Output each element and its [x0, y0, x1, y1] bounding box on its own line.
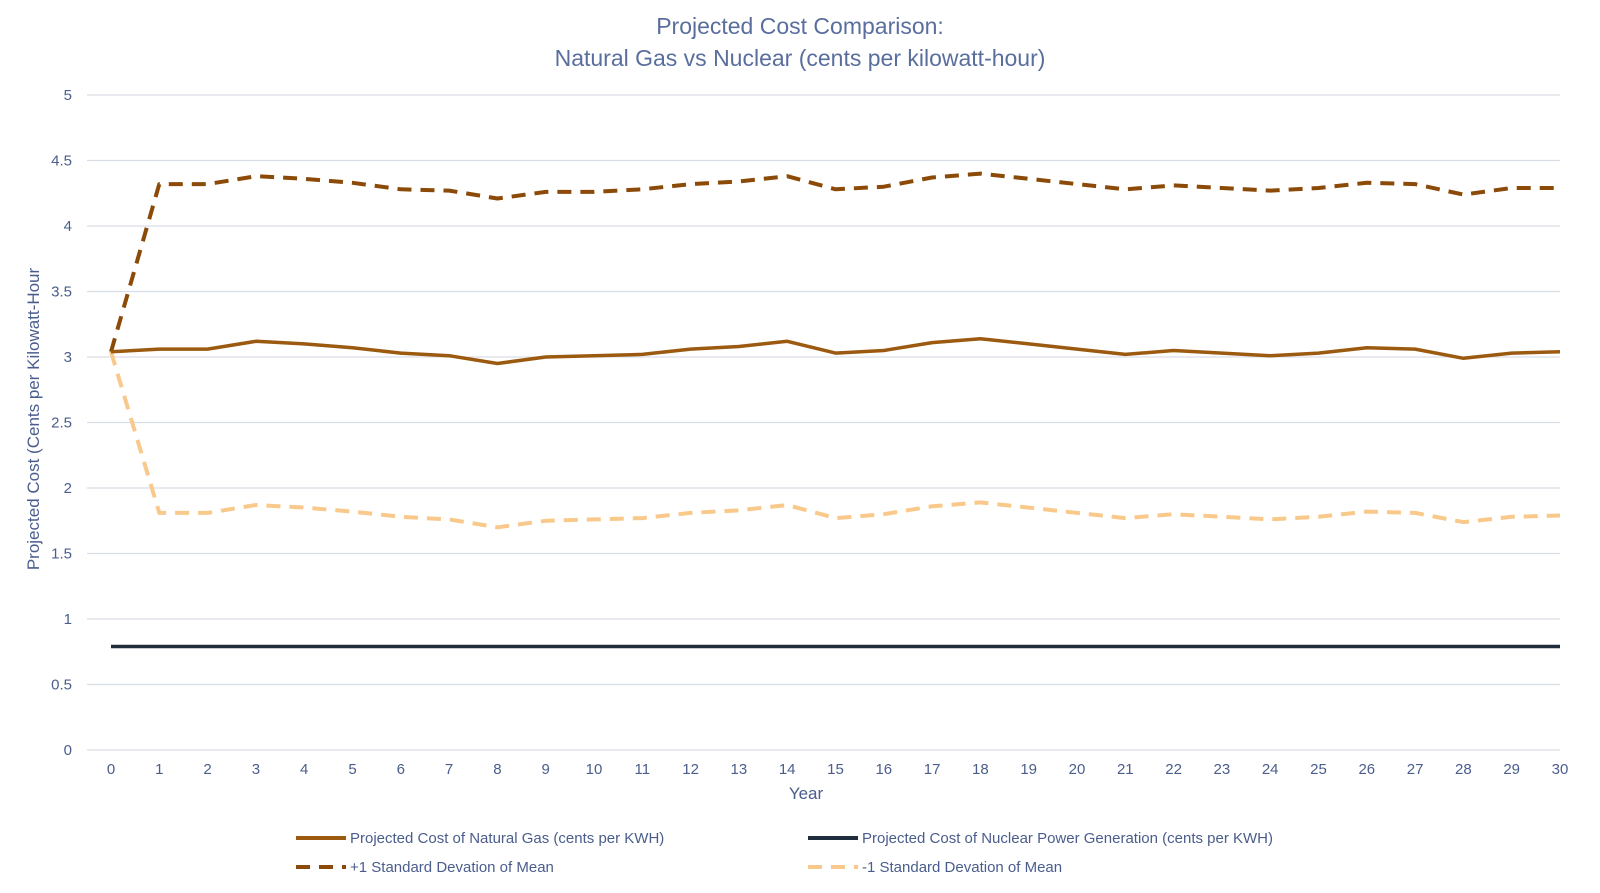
y-tick-label: 5 [64, 87, 72, 104]
x-tick-label: 30 [1552, 761, 1569, 778]
y-tick-label: 0.5 [51, 677, 72, 694]
gridlines [87, 94, 1560, 751]
y-tick-label: 2 [64, 480, 72, 497]
legend-label-1: Projected Cost of Nuclear Power Generati… [862, 830, 1273, 847]
x-axis-ticks: 0 1 2 3 4 5 6 7 8 9 10 11 12 13 14 15 16 17 18 19 20 21 22 23 24… [107, 761, 1569, 778]
x-tick-label: 15 [827, 761, 844, 778]
x-tick-label: 11 [635, 761, 651, 778]
x-tick-label: 4 [300, 761, 308, 778]
y-tick-label: 2.5 [51, 415, 72, 432]
y-axis-label: Projected Cost (Cents per Kilowatt-Hour [24, 267, 43, 570]
y-tick-label: 3 [64, 349, 72, 366]
y-tick-label: 4.5 [51, 153, 72, 170]
x-tick-label: 9 [542, 761, 550, 778]
x-tick-label: 25 [1310, 761, 1327, 778]
y-tick-label: 4 [64, 218, 72, 235]
series-line-2 [109, 171, 1560, 353]
y-tick-label: 0 [64, 742, 72, 759]
x-tick-label: 6 [397, 761, 405, 778]
x-tick-label: 14 [779, 761, 796, 778]
x-axis-label: Year [789, 784, 824, 803]
series-lines [109, 171, 1561, 649]
x-tick-label: 3 [252, 761, 260, 778]
x-tick-label: 18 [972, 761, 989, 778]
x-tick-label: 20 [1069, 761, 1086, 778]
x-tick-label: 17 [924, 761, 941, 778]
x-tick-label: 7 [445, 761, 453, 778]
legend: Projected Cost of Natural Gas (cents per… [296, 830, 1273, 876]
x-tick-label: 29 [1503, 761, 1520, 778]
x-tick-label: 1 [155, 761, 163, 778]
x-tick-label: 27 [1407, 761, 1424, 778]
legend-label-2: +1 Standard Devation of Mean [350, 859, 554, 876]
x-tick-label: 21 [1117, 761, 1134, 778]
x-tick-label: 10 [586, 761, 603, 778]
legend-label-3: -1 Standard Devation of Mean [862, 859, 1062, 876]
x-tick-label: 2 [203, 761, 211, 778]
x-tick-label: 16 [875, 761, 892, 778]
series-line-3 [109, 351, 1561, 530]
chart-title-line-1: Projected Cost Comparison: [656, 13, 944, 39]
x-tick-label: 19 [1020, 761, 1037, 778]
x-tick-label: 28 [1455, 761, 1472, 778]
x-tick-label: 5 [348, 761, 356, 778]
x-tick-label: 24 [1262, 761, 1279, 778]
x-tick-label: 0 [107, 761, 115, 778]
chart-title-line-2: Natural Gas vs Nuclear (cents per kilowa… [555, 45, 1046, 71]
series-line-0 [110, 336, 1561, 366]
y-axis-ticks: 0 0.5 1 1.5 2 2.5 3 3.5 4 4.5 5 [51, 87, 72, 759]
legend-label-0: Projected Cost of Natural Gas (cents per… [350, 830, 664, 847]
x-tick-label: 12 [682, 761, 699, 778]
x-tick-label: 22 [1165, 761, 1182, 778]
y-tick-label: 3.5 [51, 284, 72, 301]
y-tick-label: 1.5 [51, 546, 72, 563]
y-tick-label: 1 [64, 611, 72, 628]
x-tick-label: 13 [731, 761, 748, 778]
x-tick-label: 26 [1358, 761, 1375, 778]
x-tick-label: 23 [1214, 761, 1231, 778]
x-tick-label: 8 [493, 761, 501, 778]
